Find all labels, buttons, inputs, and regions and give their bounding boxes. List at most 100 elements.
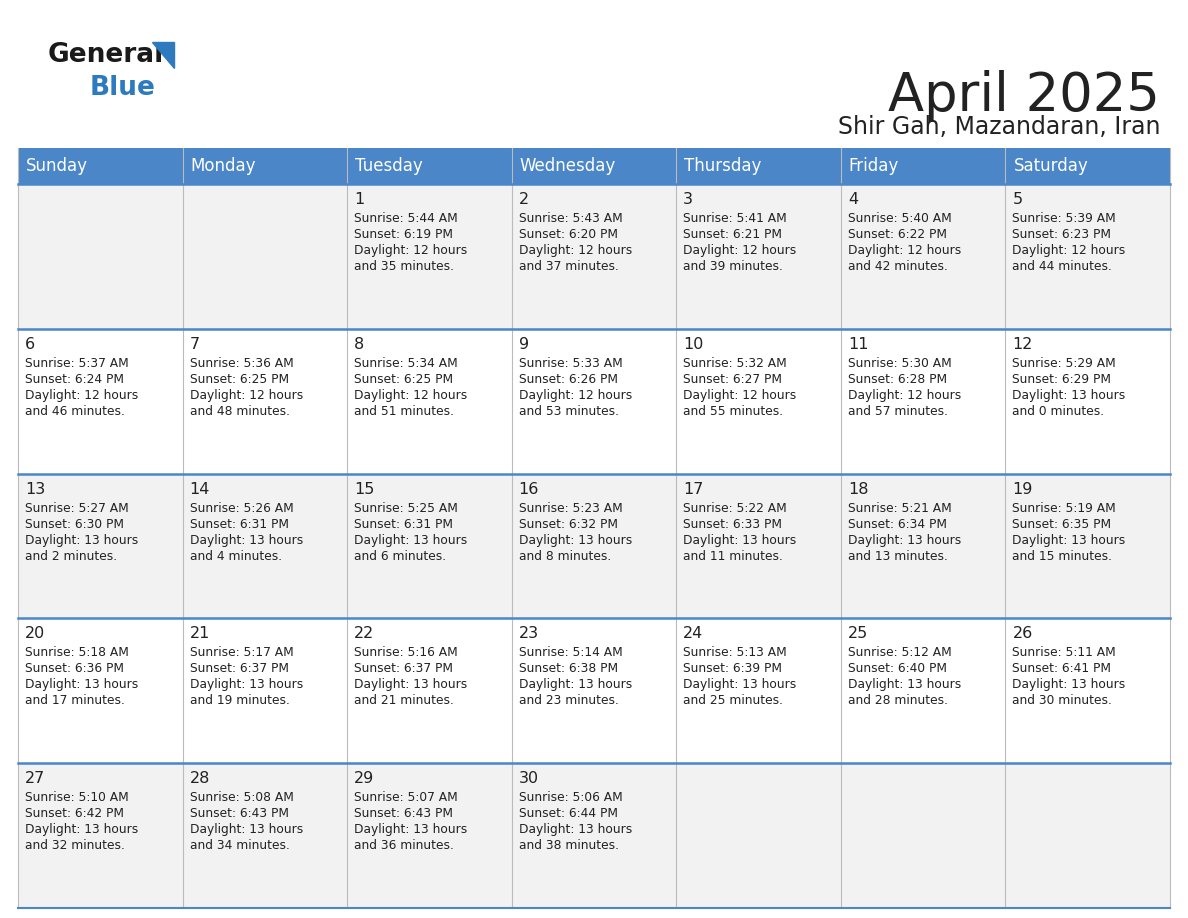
Text: and 0 minutes.: and 0 minutes. (1012, 405, 1105, 418)
Text: and 25 minutes.: and 25 minutes. (683, 694, 783, 708)
Text: and 55 minutes.: and 55 minutes. (683, 405, 783, 418)
Text: 6: 6 (25, 337, 36, 352)
Text: Monday: Monday (190, 157, 257, 175)
Text: Sunrise: 5:08 AM: Sunrise: 5:08 AM (190, 791, 293, 804)
Text: and 37 minutes.: and 37 minutes. (519, 260, 619, 273)
Text: 30: 30 (519, 771, 539, 786)
Text: Sunset: 6:37 PM: Sunset: 6:37 PM (354, 663, 453, 676)
Text: 18: 18 (848, 482, 868, 497)
Text: Sunset: 6:39 PM: Sunset: 6:39 PM (683, 663, 782, 676)
Text: 16: 16 (519, 482, 539, 497)
Text: 15: 15 (354, 482, 374, 497)
Text: and 39 minutes.: and 39 minutes. (683, 260, 783, 273)
Text: Sunrise: 5:16 AM: Sunrise: 5:16 AM (354, 646, 457, 659)
Text: General: General (48, 42, 164, 68)
Text: Daylight: 13 hours: Daylight: 13 hours (25, 678, 138, 691)
Text: and 38 minutes.: and 38 minutes. (519, 839, 619, 852)
Text: Thursday: Thursday (684, 157, 762, 175)
Text: 1: 1 (354, 192, 365, 207)
Text: 2: 2 (519, 192, 529, 207)
Text: Sunrise: 5:27 AM: Sunrise: 5:27 AM (25, 501, 128, 515)
Text: Daylight: 12 hours: Daylight: 12 hours (519, 244, 632, 257)
Text: Sunrise: 5:17 AM: Sunrise: 5:17 AM (190, 646, 293, 659)
Bar (18, 184, 1170, 329)
Text: 17: 17 (683, 482, 703, 497)
Text: Sunset: 6:20 PM: Sunset: 6:20 PM (519, 228, 618, 241)
Text: Daylight: 13 hours: Daylight: 13 hours (354, 678, 467, 691)
Bar (18, 148, 1170, 184)
Bar (18, 763, 1170, 908)
Text: Wednesday: Wednesday (519, 157, 615, 175)
Text: Sunset: 6:40 PM: Sunset: 6:40 PM (848, 663, 947, 676)
Text: Shir Gah, Mazandaran, Iran: Shir Gah, Mazandaran, Iran (838, 115, 1159, 139)
Bar (18, 329, 1170, 474)
Text: Daylight: 12 hours: Daylight: 12 hours (354, 389, 467, 402)
Text: 23: 23 (519, 626, 539, 642)
Text: Daylight: 12 hours: Daylight: 12 hours (25, 389, 138, 402)
Text: and 44 minutes.: and 44 minutes. (1012, 260, 1112, 273)
Text: Sunrise: 5:39 AM: Sunrise: 5:39 AM (1012, 212, 1117, 225)
Text: Sunrise: 5:43 AM: Sunrise: 5:43 AM (519, 212, 623, 225)
Text: Sunrise: 5:12 AM: Sunrise: 5:12 AM (848, 646, 952, 659)
Text: 3: 3 (683, 192, 694, 207)
Text: Daylight: 12 hours: Daylight: 12 hours (1012, 244, 1126, 257)
Text: Sunset: 6:27 PM: Sunset: 6:27 PM (683, 373, 782, 386)
Text: and 34 minutes.: and 34 minutes. (190, 839, 290, 852)
Text: Sunrise: 5:41 AM: Sunrise: 5:41 AM (683, 212, 786, 225)
Text: Sunrise: 5:29 AM: Sunrise: 5:29 AM (1012, 357, 1117, 370)
Text: Sunset: 6:31 PM: Sunset: 6:31 PM (190, 518, 289, 531)
Text: Daylight: 13 hours: Daylight: 13 hours (683, 533, 796, 546)
Text: and 2 minutes.: and 2 minutes. (25, 550, 118, 563)
Text: and 30 minutes.: and 30 minutes. (1012, 694, 1112, 708)
Text: Sunday: Sunday (26, 157, 88, 175)
Text: Sunset: 6:31 PM: Sunset: 6:31 PM (354, 518, 453, 531)
Text: and 28 minutes.: and 28 minutes. (848, 694, 948, 708)
Text: 19: 19 (1012, 482, 1032, 497)
Text: Sunset: 6:44 PM: Sunset: 6:44 PM (519, 807, 618, 820)
Text: 10: 10 (683, 337, 703, 352)
Text: Daylight: 13 hours: Daylight: 13 hours (519, 533, 632, 546)
Text: Sunrise: 5:19 AM: Sunrise: 5:19 AM (1012, 501, 1117, 515)
Text: 26: 26 (1012, 626, 1032, 642)
Text: 7: 7 (190, 337, 200, 352)
Text: and 23 minutes.: and 23 minutes. (519, 694, 619, 708)
Text: 13: 13 (25, 482, 45, 497)
Text: Daylight: 12 hours: Daylight: 12 hours (848, 244, 961, 257)
Text: Sunset: 6:43 PM: Sunset: 6:43 PM (354, 807, 453, 820)
Text: Daylight: 13 hours: Daylight: 13 hours (190, 533, 303, 546)
Bar (18, 619, 1170, 763)
Text: and 53 minutes.: and 53 minutes. (519, 405, 619, 418)
Text: Sunset: 6:32 PM: Sunset: 6:32 PM (519, 518, 618, 531)
Text: Sunrise: 5:21 AM: Sunrise: 5:21 AM (848, 501, 952, 515)
Text: Sunrise: 5:06 AM: Sunrise: 5:06 AM (519, 791, 623, 804)
Text: Sunset: 6:21 PM: Sunset: 6:21 PM (683, 228, 782, 241)
Text: and 51 minutes.: and 51 minutes. (354, 405, 454, 418)
Text: 9: 9 (519, 337, 529, 352)
Text: Daylight: 12 hours: Daylight: 12 hours (354, 244, 467, 257)
Text: Daylight: 13 hours: Daylight: 13 hours (354, 823, 467, 836)
Text: Sunrise: 5:11 AM: Sunrise: 5:11 AM (1012, 646, 1117, 659)
Text: Sunrise: 5:13 AM: Sunrise: 5:13 AM (683, 646, 786, 659)
Text: Daylight: 13 hours: Daylight: 13 hours (848, 533, 961, 546)
Text: Sunset: 6:43 PM: Sunset: 6:43 PM (190, 807, 289, 820)
Text: Daylight: 12 hours: Daylight: 12 hours (848, 389, 961, 402)
Text: 14: 14 (190, 482, 210, 497)
Text: and 36 minutes.: and 36 minutes. (354, 839, 454, 852)
Text: Sunrise: 5:32 AM: Sunrise: 5:32 AM (683, 357, 786, 370)
Text: Sunrise: 5:23 AM: Sunrise: 5:23 AM (519, 501, 623, 515)
Text: Sunset: 6:34 PM: Sunset: 6:34 PM (848, 518, 947, 531)
Text: Sunset: 6:24 PM: Sunset: 6:24 PM (25, 373, 124, 386)
Text: Daylight: 13 hours: Daylight: 13 hours (683, 678, 796, 691)
Text: Daylight: 12 hours: Daylight: 12 hours (519, 389, 632, 402)
Text: Daylight: 13 hours: Daylight: 13 hours (190, 678, 303, 691)
Text: 4: 4 (848, 192, 858, 207)
Text: Daylight: 12 hours: Daylight: 12 hours (683, 244, 796, 257)
Text: Sunrise: 5:33 AM: Sunrise: 5:33 AM (519, 357, 623, 370)
Text: Sunrise: 5:40 AM: Sunrise: 5:40 AM (848, 212, 952, 225)
Text: and 42 minutes.: and 42 minutes. (848, 260, 948, 273)
Text: Sunrise: 5:25 AM: Sunrise: 5:25 AM (354, 501, 459, 515)
Text: Sunset: 6:42 PM: Sunset: 6:42 PM (25, 807, 124, 820)
Text: Sunset: 6:35 PM: Sunset: 6:35 PM (1012, 518, 1112, 531)
Text: April 2025: April 2025 (889, 70, 1159, 122)
Text: and 13 minutes.: and 13 minutes. (848, 550, 948, 563)
